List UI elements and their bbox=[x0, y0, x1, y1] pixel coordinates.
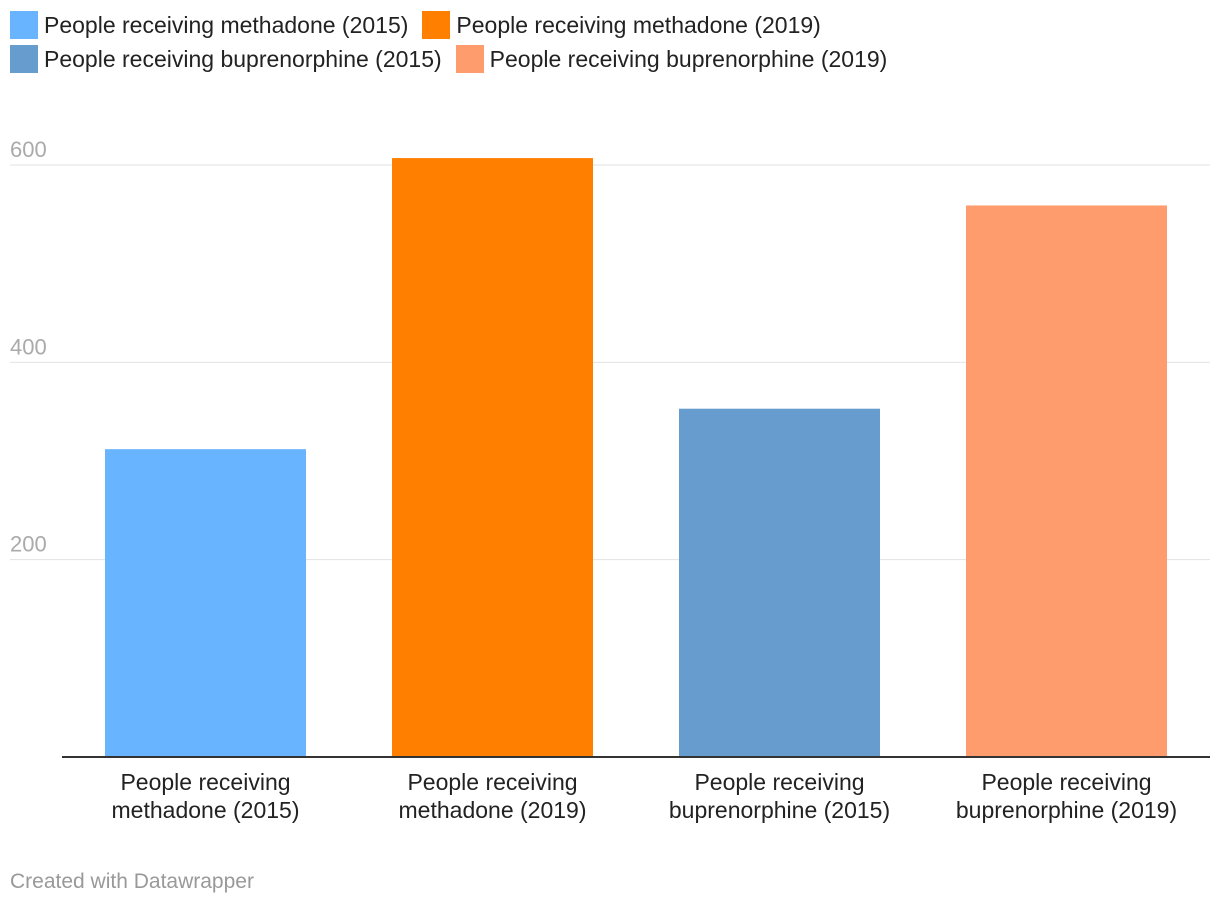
x-category-label-line: methadone (2015) bbox=[112, 797, 300, 823]
x-category-label-line: methadone (2019) bbox=[399, 797, 587, 823]
y-tick-label: 400 bbox=[10, 334, 47, 359]
legend-item-4: People receiving buprenorphine (2019) bbox=[455, 42, 888, 76]
bar-3 bbox=[679, 408, 880, 757]
legend-swatch bbox=[10, 11, 38, 39]
legend-label: People receiving buprenorphine (2019) bbox=[489, 46, 888, 72]
x-axis-labels: People receiving methadone (2015)People r… bbox=[112, 769, 1178, 823]
x-category-label: People receiving methadone (2015) bbox=[112, 769, 300, 823]
x-category-label: People receiving buprenorphine (2015) bbox=[669, 769, 890, 823]
chart-legend: People receiving methadone (2015) People … bbox=[10, 8, 1200, 76]
credit-text: Created with Datawrapper bbox=[10, 870, 254, 893]
legend-swatch bbox=[10, 45, 38, 73]
bar-4 bbox=[966, 205, 1167, 757]
bar-2 bbox=[392, 158, 593, 758]
x-category-label-line: People receiving bbox=[981, 769, 1151, 795]
x-category-label-line: buprenorphine (2019) bbox=[956, 797, 1177, 823]
y-axis-ticks: 200 400 600 bbox=[10, 137, 47, 557]
x-category-label-line: People receiving bbox=[694, 769, 864, 795]
y-tick-label: 200 bbox=[10, 532, 47, 557]
legend-item-2: People receiving methadone (2019) bbox=[422, 8, 821, 42]
legend-item-1: People receiving methadone (2015) bbox=[10, 8, 408, 42]
bars bbox=[105, 158, 1167, 758]
legend-swatch bbox=[455, 45, 484, 73]
x-category-label-line: People receiving bbox=[407, 769, 577, 795]
x-category-label-line: People receiving bbox=[120, 769, 290, 795]
legend-item-3: People receiving buprenorphine (2015) bbox=[10, 42, 442, 76]
x-category-label: People receiving methadone (2019) bbox=[399, 769, 587, 823]
x-category-label: People receiving buprenorphine (2019) bbox=[956, 769, 1177, 823]
legend-swatch bbox=[422, 11, 451, 39]
legend-label: People receiving methadone (2019) bbox=[456, 12, 821, 38]
x-category-label-line: buprenorphine (2015) bbox=[669, 797, 890, 823]
legend-label: People receiving methadone (2015) bbox=[44, 12, 409, 38]
y-tick-label: 600 bbox=[10, 137, 47, 162]
legend-label: People receiving buprenorphine (2015) bbox=[44, 46, 442, 72]
bar-1 bbox=[105, 449, 306, 757]
